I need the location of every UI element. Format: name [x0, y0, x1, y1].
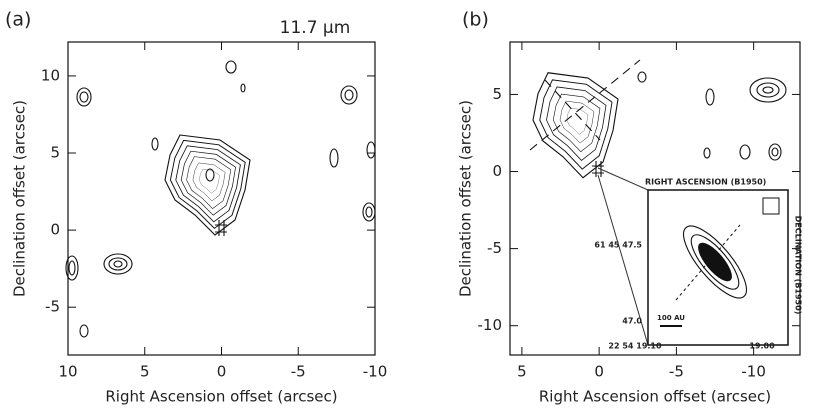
- contours-b: [530, 60, 789, 346]
- y-tick-label: 10: [41, 66, 60, 84]
- x-tick-label: -5: [669, 363, 684, 381]
- plot-frame: [67, 41, 376, 356]
- inset-x-label: 19.00: [749, 342, 775, 351]
- x-tick-label: -10: [363, 363, 388, 381]
- x-tick-label: 10: [58, 363, 77, 381]
- scale-bar-label: 100 AU: [657, 314, 685, 322]
- plot-frame: [509, 41, 801, 356]
- y-tick-label: -5: [45, 298, 60, 316]
- inset-y-label: 61 45 47.5: [594, 241, 642, 250]
- inset-y-label: 47.0: [622, 317, 642, 326]
- inset-x-title: RIGHT ASCENSION (B1950): [645, 178, 766, 187]
- y-axis-label: Declination offset (arcsec): [457, 100, 475, 297]
- y-tick-label: 0: [50, 221, 60, 239]
- x-axis-label: Right Ascension offset (arcsec): [539, 388, 771, 406]
- inset-x-label: 22 54 19.10: [608, 342, 662, 351]
- x-tick-label: 5: [140, 363, 150, 381]
- x-tick-label: 5: [517, 363, 527, 381]
- inset-y-title: DECLINATION (B1950): [794, 216, 803, 315]
- y-tick-label: -10: [478, 316, 503, 334]
- y-tick-label: -5: [487, 239, 502, 257]
- panel-label: (a): [5, 9, 31, 31]
- y-tick-label: 5: [492, 85, 502, 103]
- y-axis-label: Declination offset (arcsec): [11, 100, 29, 297]
- contours-a: [66, 61, 375, 337]
- x-tick-label: -5: [291, 363, 306, 381]
- panel-label: (b): [462, 9, 489, 31]
- x-axis-label: Right Ascension offset (arcsec): [105, 388, 337, 406]
- x-tick-label: 0: [594, 363, 604, 381]
- y-tick-label: 0: [492, 162, 502, 180]
- annotation: 11.7 μm: [280, 18, 351, 38]
- x-tick-label: -10: [741, 363, 766, 381]
- y-tick-label: 5: [50, 144, 60, 162]
- x-tick-label: 0: [217, 363, 227, 381]
